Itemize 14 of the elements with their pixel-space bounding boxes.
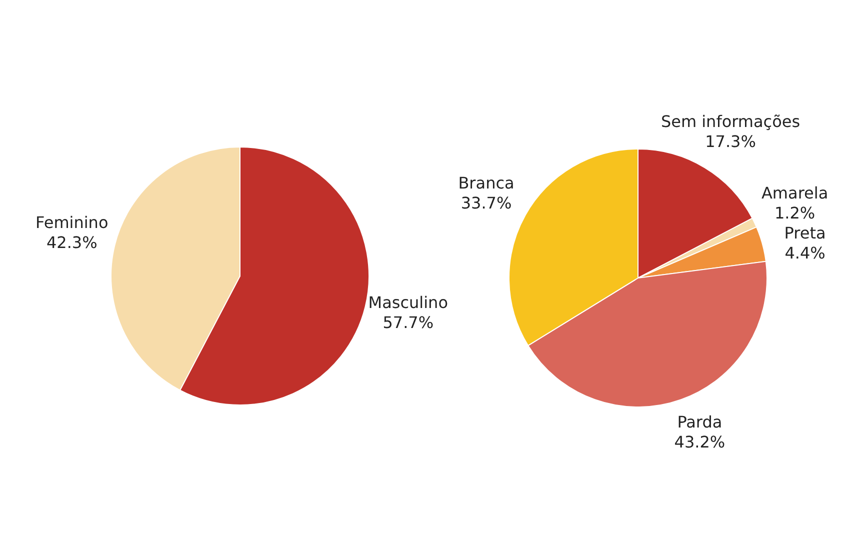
slice-label: Amarela xyxy=(761,183,828,202)
slice-label: Sem informações xyxy=(660,112,800,132)
slice-label: Branca xyxy=(458,173,514,192)
data-label: 57.7% xyxy=(382,313,434,332)
data-label: 33.7% xyxy=(460,193,512,212)
data-label: 42.3% xyxy=(46,232,98,252)
slice-label: Feminino xyxy=(36,212,108,232)
data-label: 17.3% xyxy=(705,132,756,152)
slice-label: Masculino xyxy=(368,293,448,312)
slice-label: Preta xyxy=(784,223,826,242)
data-label: 43.2% xyxy=(674,432,726,452)
data-label: 4.4% xyxy=(784,243,826,262)
slice-label: Parda xyxy=(677,412,722,432)
data-label: 1.2% xyxy=(774,203,816,222)
